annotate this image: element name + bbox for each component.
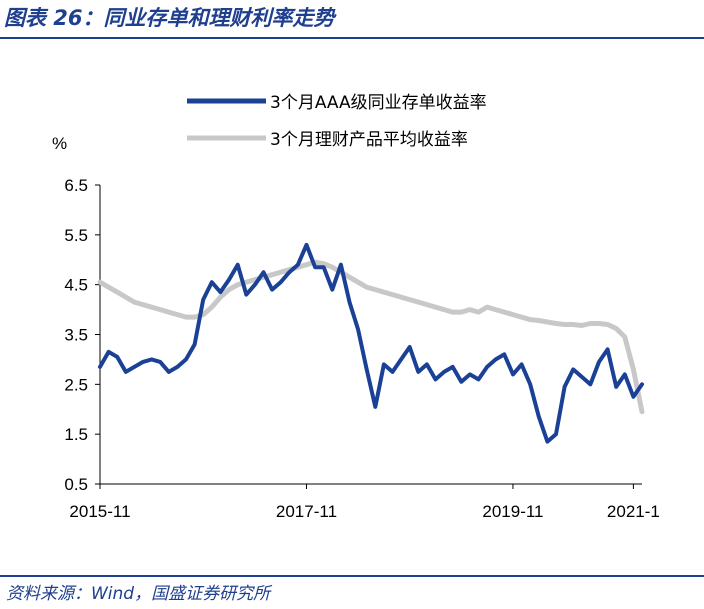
header-divider (0, 37, 704, 39)
legend-label-wmp: 3个月理财产品平均收益率 (270, 130, 468, 150)
source-note: 资料来源：Wind，国盛证券研究所 (6, 584, 271, 604)
figure-title: 图表 26：同业存单和理财利率走势 (4, 6, 335, 30)
y-tick-label: 3.5 (64, 326, 88, 345)
series-line-wmp (97, 259, 645, 415)
x-tick-label: 2015-11 (69, 502, 130, 521)
y-tick-label: 1.5 (64, 425, 88, 444)
y-tick-label: 6.5 (64, 176, 88, 195)
series-line-ncd (98, 242, 644, 444)
y-axis: 6.5 5.5 4.5 3.5 2.5 1.5 0.5 (64, 176, 101, 494)
line-chart: 3个月AAA级同业存单收益率 3个月理财产品平均收益率 % 6.5 5.5 4.5 3… (52, 93, 660, 521)
series-layer (97, 242, 645, 444)
y-tick-label: 4.5 (64, 276, 88, 295)
chart-legend: 3个月AAA级同业存单收益率 3个月理财产品平均收益率 (187, 93, 487, 150)
x-tick-label: 2019-11 (482, 502, 543, 521)
y-tick-label: 5.5 (64, 226, 88, 245)
x-tick-label: 2017-11 (276, 502, 337, 521)
footer-divider (0, 575, 704, 577)
legend-label-ncd: 3个月AAA级同业存单收益率 (270, 93, 487, 113)
x-tick-label: 2021-1 (607, 502, 660, 521)
y-axis-unit: % (52, 134, 67, 153)
y-tick-label: 2.5 (64, 375, 88, 394)
x-axis: 2015-11 2017-11 2019-11 2021-1 (69, 483, 660, 521)
y-tick-label: 0.5 (64, 475, 88, 494)
